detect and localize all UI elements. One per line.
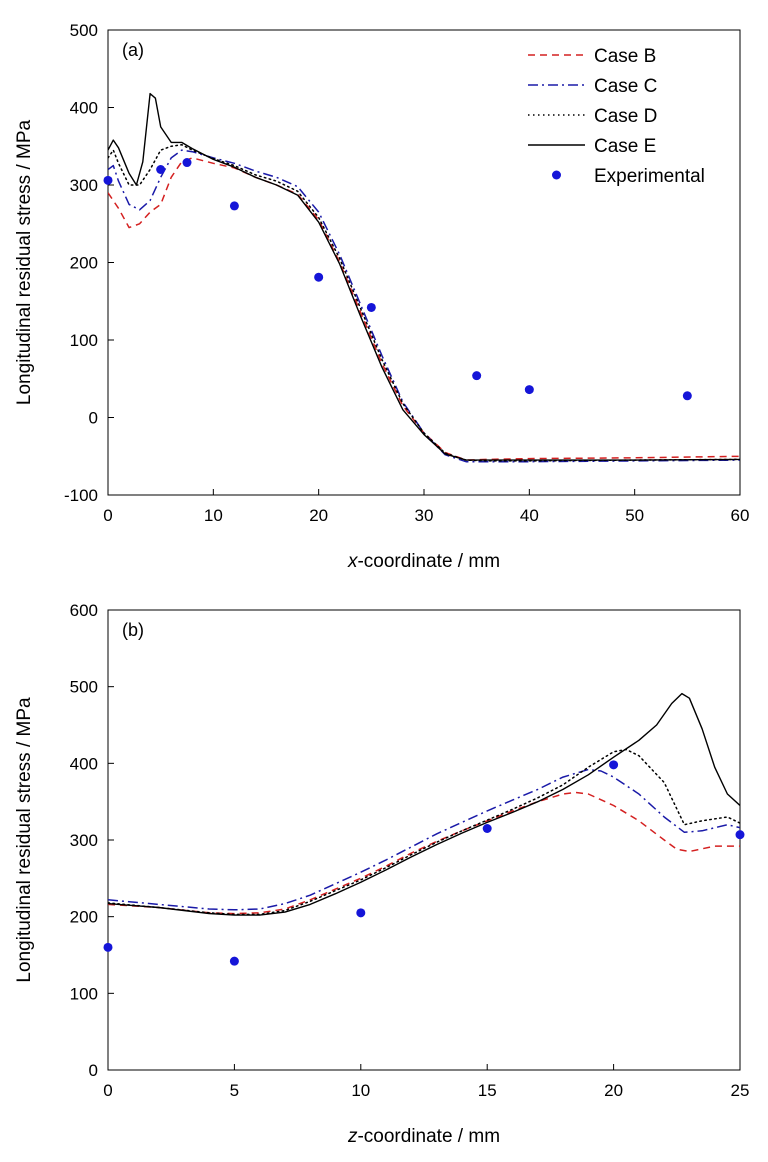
chart-panel-a: 0 10 20 30 40 50 60 -100 0 100 200 300 400 500 (a) x-co… (14, 21, 749, 572)
y-tick-label: 500 (70, 678, 98, 697)
experimental-point (524, 385, 534, 395)
x-tick-label: 0 (103, 506, 112, 525)
x-tick-label: 60 (731, 506, 750, 525)
y-tick-label: 100 (70, 331, 98, 350)
experimental-point (182, 158, 192, 168)
series-group (108, 692, 740, 916)
y-tick-label: 600 (70, 601, 98, 620)
experimental-point (482, 824, 492, 833)
legend-label: Case D (594, 106, 657, 127)
y-tick-label: 0 (89, 1061, 98, 1080)
legend-label: Case C (594, 76, 657, 97)
series-line-case-b (108, 157, 740, 461)
x-tick-label: 40 (520, 506, 539, 525)
series-group (108, 92, 740, 463)
y-tick-label: 500 (70, 21, 98, 40)
y-tick-label: 400 (70, 99, 98, 118)
series-line-case-c (108, 768, 740, 911)
plot-frame (107, 29, 741, 496)
x-tick-label: 50 (625, 506, 644, 525)
experimental-point (314, 272, 324, 282)
experimental-point (472, 371, 482, 381)
y-tick-label: 300 (70, 176, 98, 195)
x-axis-label: x-coordinate / mm (347, 551, 500, 572)
legend-swatch-experimental (552, 170, 561, 180)
y-tick-label: -100 (64, 486, 98, 505)
y-axis-label: Longitudinal residual stress / MPa (14, 697, 35, 983)
experimental-point (156, 165, 166, 174)
experimental-point (103, 942, 113, 952)
experimental-point (229, 201, 239, 211)
y-tick-label: 200 (70, 254, 98, 273)
series-line-case-c (108, 149, 740, 463)
plot-frame (107, 609, 741, 1071)
x-tick-label: 10 (204, 506, 223, 525)
experimental-point (229, 956, 239, 966)
x-tick-label: 30 (415, 506, 434, 525)
y-tick-label: 400 (70, 754, 98, 773)
y-axis-label: Longitudinal residual stress / MPa (14, 119, 35, 405)
legend: Case B Case C Case D Case E Experimental (528, 46, 705, 187)
experimental-point (609, 760, 619, 770)
legend-label: Case E (594, 136, 656, 157)
series-line-case-d (108, 143, 740, 462)
panel-label: (a) (122, 40, 144, 60)
series-line-case-e (108, 692, 740, 916)
legend-label: Case B (594, 46, 656, 67)
legend-label: Experimental (594, 166, 705, 187)
y-tick-label: 300 (70, 831, 98, 850)
x-tick-label: 25 (731, 1081, 750, 1100)
x-tick-label: 10 (351, 1081, 370, 1100)
y-tick-label: 0 (89, 409, 98, 428)
experimental-point (682, 391, 692, 401)
experimental-point (103, 175, 113, 185)
x-axis-label: z-coordinate / mm (347, 1126, 500, 1147)
x-tick-label: 15 (478, 1081, 497, 1100)
experimental-point (735, 830, 745, 840)
series-line-case-e (108, 92, 740, 461)
x-tick-label: 20 (309, 506, 328, 525)
series-line-case-b (108, 791, 740, 915)
x-tick-label: 20 (604, 1081, 623, 1100)
y-tick-label: 100 (70, 984, 98, 1003)
experimental-point (366, 302, 376, 312)
experimental-point (356, 908, 366, 918)
x-tick-label: 5 (230, 1081, 239, 1100)
panel-label: (b) (122, 620, 144, 640)
x-tick-label: 0 (103, 1081, 112, 1100)
series-line-case-d (108, 748, 740, 916)
y-tick-label: 200 (70, 908, 98, 927)
chart-panel-b: 0 5 10 15 20 25 0 100 200 300 400 500 600 (b) z-coordi… (14, 601, 749, 1147)
